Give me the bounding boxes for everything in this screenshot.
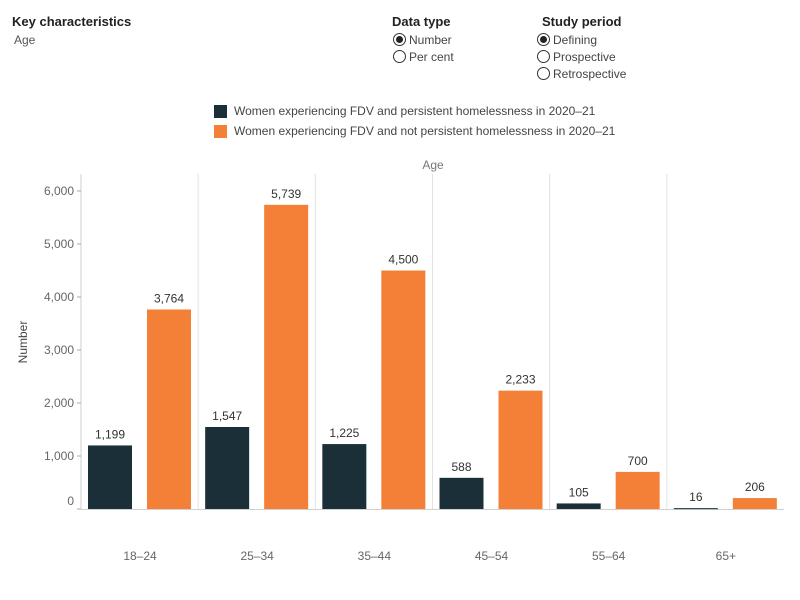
y-tick-label: 1,000 xyxy=(44,449,74,463)
bar-persistent xyxy=(673,508,718,510)
bar-not-persistent xyxy=(615,471,660,509)
x-axis: 18–24 25–34 35–44 45–54 55–64 65+ xyxy=(123,549,736,563)
y-tick-label: 4,000 xyxy=(44,290,74,304)
study-period-option-defining[interactable]: Defining xyxy=(537,31,626,48)
bar-persistent xyxy=(556,503,601,509)
data-type-option-label: Per cent xyxy=(409,49,454,64)
y-axis-label: Number xyxy=(16,321,30,364)
y-axis: 0 1,000 2,000 3,000 4,000 5,000 6,000 xyxy=(44,184,81,510)
legend-swatch-not-persistent xyxy=(214,124,227,138)
data-type-title: Data type xyxy=(392,14,451,29)
study-period-option-label: Retrospective xyxy=(553,66,627,81)
study-period-option-label: Prospective xyxy=(553,49,616,64)
radio-unselected-icon[interactable] xyxy=(537,50,550,63)
bar-value-label: 5,739 xyxy=(271,187,301,201)
bar-value-label: 105 xyxy=(569,485,589,499)
bar-value-label: 4,500 xyxy=(388,253,418,267)
bar-value-label: 206 xyxy=(745,480,765,494)
legend-label-persistent: Women experiencing FDV and persistent ho… xyxy=(234,104,596,118)
bar-persistent xyxy=(205,427,250,509)
bar-value-label: 700 xyxy=(628,454,648,468)
y-tick-label: 2,000 xyxy=(44,396,74,410)
bar-value-label: 2,233 xyxy=(505,373,535,387)
y-tick-label: 3,000 xyxy=(44,343,74,357)
radio-selected-icon[interactable] xyxy=(393,33,406,46)
bar-value-label: 1,547 xyxy=(212,409,242,423)
legend-label-not-persistent: Women experiencing FDV and not persisten… xyxy=(234,124,616,138)
bar-not-persistent xyxy=(264,204,309,509)
study-period-option-prospective[interactable]: Prospective xyxy=(537,48,626,65)
bar-value-label: 16 xyxy=(689,490,703,504)
x-tick-label: 45–54 xyxy=(475,549,509,563)
chart-title: Age xyxy=(422,158,444,172)
bar-not-persistent xyxy=(498,390,543,509)
x-tick-label: 18–24 xyxy=(123,549,157,563)
study-period-radio-group: Defining Prospective Retrospective xyxy=(537,31,626,82)
bar-value-label: 3,764 xyxy=(154,292,184,306)
key-characteristics-title: Key characteristics xyxy=(12,14,132,29)
data-type-radio-group: Number Per cent xyxy=(393,31,454,65)
legend-swatch-persistent xyxy=(214,104,227,118)
data-type-option-number[interactable]: Number xyxy=(393,31,454,48)
y-tick-label: 5,000 xyxy=(44,237,74,251)
legend-item-persistent[interactable]: Women experiencing FDV and persistent ho… xyxy=(214,101,615,121)
bar-not-persistent xyxy=(147,309,191,509)
key-characteristics-value[interactable]: Age xyxy=(14,33,36,47)
bar-value-label: 588 xyxy=(451,460,471,474)
x-tick-label: 65+ xyxy=(716,549,736,563)
chart-frame xyxy=(80,174,784,510)
bar-value-label: 1,199 xyxy=(95,427,125,441)
radio-unselected-icon[interactable] xyxy=(393,50,406,63)
radio-selected-icon[interactable] xyxy=(537,33,550,46)
x-tick-label: 55–64 xyxy=(592,549,626,563)
bar-not-persistent xyxy=(381,270,426,509)
bar-not-persistent xyxy=(732,498,777,509)
bar-value-label: 1,225 xyxy=(329,426,359,440)
bar-persistent xyxy=(322,444,367,509)
chart-legend: Women experiencing FDV and persistent ho… xyxy=(214,101,615,141)
bars: 1,199 3,764 1,547 5,739 1,225 4,500 588 2,233 10… xyxy=(88,187,777,510)
legend-item-not-persistent[interactable]: Women experiencing FDV and not persisten… xyxy=(214,121,615,141)
data-type-option-label: Number xyxy=(409,32,452,47)
study-period-title: Study period xyxy=(542,14,622,29)
x-tick-label: 25–34 xyxy=(240,549,274,563)
y-tick-label: 0 xyxy=(67,494,74,508)
study-period-option-retrospective[interactable]: Retrospective xyxy=(537,65,626,82)
radio-unselected-icon[interactable] xyxy=(537,67,550,80)
data-type-option-per-cent[interactable]: Per cent xyxy=(393,48,454,65)
y-tick-label: 6,000 xyxy=(44,184,74,198)
bar-persistent xyxy=(439,477,484,509)
bar-persistent xyxy=(88,445,132,509)
x-tick-label: 35–44 xyxy=(358,549,392,563)
study-period-option-label: Defining xyxy=(553,32,598,47)
